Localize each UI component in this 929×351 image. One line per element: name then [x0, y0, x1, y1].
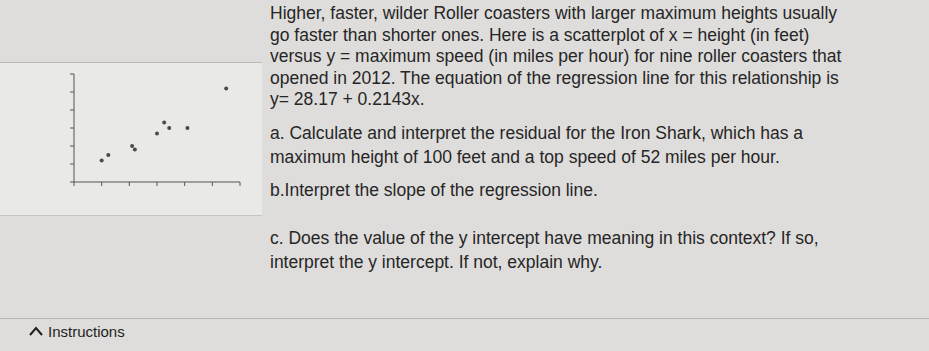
instructions-label: Instructions	[48, 323, 125, 340]
point	[133, 148, 137, 152]
instructions-button[interactable]: Instructions	[28, 320, 125, 342]
point	[185, 126, 189, 130]
point	[155, 131, 159, 135]
footer-divider	[0, 318, 929, 319]
points	[100, 86, 229, 162]
scatterplot	[58, 66, 248, 206]
y-tick	[70, 74, 74, 75]
page: {"document": { "intro": [ "Higher, faste…	[0, 0, 929, 351]
y-tick	[70, 146, 74, 147]
x-tick	[184, 182, 185, 186]
y-tick	[70, 164, 74, 165]
text-line: Higher, faster, wilder Roller coasters w…	[270, 3, 837, 23]
text-line: go faster than shorter ones. Here is a s…	[270, 25, 809, 45]
point	[106, 153, 110, 157]
chevron	[30, 328, 42, 335]
x-tick	[240, 182, 241, 186]
point	[167, 126, 171, 130]
x-tick	[212, 182, 213, 186]
point	[162, 121, 166, 125]
text-line: y= 28.17 + 0.2143x.	[270, 89, 425, 109]
text-line: maximum height of 100 feet and a top spe…	[270, 147, 780, 167]
text-line: opened in 2012. The equation of the regr…	[270, 68, 839, 88]
y-tick	[70, 92, 74, 93]
y-tick	[70, 128, 74, 129]
text-line: c. Does the value of the y intercept hav…	[270, 228, 819, 248]
text-line: interpret the y intercept. If not, expla…	[270, 252, 602, 272]
y-tick	[70, 110, 74, 111]
figure-panel	[0, 62, 262, 216]
x-tick	[74, 182, 75, 186]
text-line: versus y = maximum speed (in miles per h…	[270, 46, 841, 66]
x-tick	[129, 182, 130, 186]
chevron-icon	[28, 325, 44, 337]
text-line: b.Interpret the slope of the regression …	[270, 180, 598, 200]
x-tick	[157, 182, 158, 186]
point	[224, 86, 228, 90]
text-line: a. Calculate and interpret the residual …	[270, 123, 803, 143]
point	[100, 158, 104, 162]
x-tick	[101, 182, 102, 186]
point	[130, 144, 134, 148]
y-tick	[70, 182, 74, 183]
